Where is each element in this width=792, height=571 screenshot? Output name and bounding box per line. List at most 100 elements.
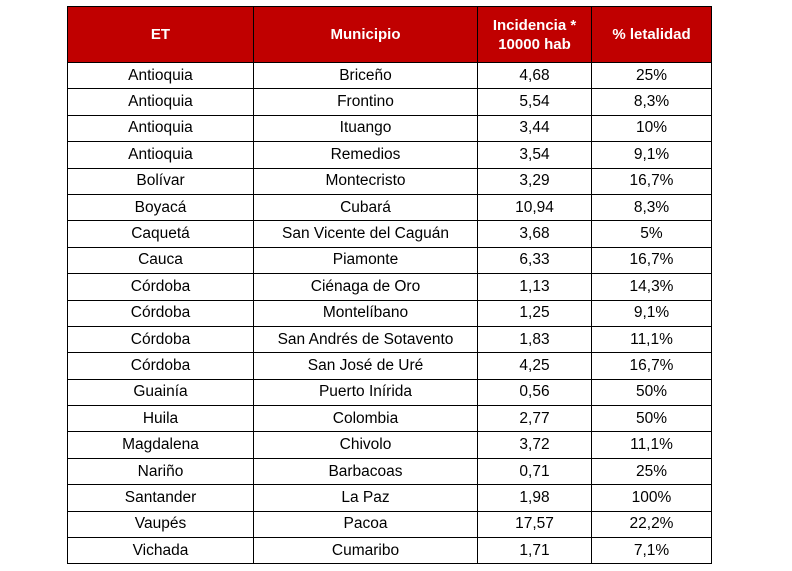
data-table: ET Municipio Incidencia * 10000 hab % le… bbox=[67, 6, 712, 565]
cell-municipio: Barbacoas bbox=[253, 457, 478, 486]
table-row: Antioquia Frontino 5,54 8,3% bbox=[67, 88, 712, 116]
cell-letalidad: 8,3% bbox=[591, 88, 712, 116]
cell-et: Córdoba bbox=[67, 273, 254, 301]
cell-municipio: Montecristo bbox=[253, 167, 478, 195]
cell-municipio: Ciénaga de Oro bbox=[253, 273, 478, 301]
table-row: Córdoba Ciénaga de Oro 1,13 14,3% bbox=[67, 273, 712, 301]
cell-et: Nariño bbox=[67, 457, 254, 486]
table-row: Magdalena Chivolo 3,72 11,1% bbox=[67, 431, 712, 459]
cell-incidencia: 3,44 bbox=[477, 114, 592, 143]
cell-municipio: Frontino bbox=[253, 88, 478, 116]
cell-et: Guainía bbox=[67, 378, 254, 407]
cell-incidencia: 1,71 bbox=[477, 537, 592, 565]
header-letalidad: % letalidad bbox=[591, 6, 712, 63]
cell-municipio: Montelíbano bbox=[253, 299, 478, 327]
cell-et: Córdoba bbox=[67, 299, 254, 327]
cell-letalidad: 7,1% bbox=[591, 537, 712, 565]
table-row: Boyacá Cubará 10,94 8,3% bbox=[67, 193, 712, 222]
cell-letalidad: 16,7% bbox=[591, 246, 712, 275]
cell-et: Bolívar bbox=[67, 167, 254, 195]
cell-et: Vaupés bbox=[67, 510, 254, 539]
cell-municipio: Pacoa bbox=[253, 510, 478, 539]
cell-et: Cauca bbox=[67, 246, 254, 275]
cell-letalidad: 50% bbox=[591, 378, 712, 407]
cell-incidencia: 10,94 bbox=[477, 193, 592, 222]
table-row: Córdoba San Andrés de Sotavento 1,83 11,1% bbox=[67, 325, 712, 354]
cell-municipio: Cumaribo bbox=[253, 537, 478, 565]
cell-incidencia: 1,98 bbox=[477, 484, 592, 512]
cell-et: Córdoba bbox=[67, 352, 254, 380]
cell-letalidad: 9,1% bbox=[591, 141, 712, 169]
cell-incidencia: 0,71 bbox=[477, 457, 592, 486]
cell-et: Magdalena bbox=[67, 431, 254, 459]
cell-municipio: La Paz bbox=[253, 484, 478, 512]
cell-municipio: Puerto Inírida bbox=[253, 378, 478, 407]
table-row: Vaupés Pacoa 17,57 22,2% bbox=[67, 510, 712, 539]
cell-municipio: San José de Uré bbox=[253, 352, 478, 380]
cell-municipio: Piamonte bbox=[253, 246, 478, 275]
table-row: Cauca Piamonte 6,33 16,7% bbox=[67, 246, 712, 275]
header-incidencia: Incidencia * 10000 hab bbox=[477, 6, 592, 63]
table-row: Antioquia Briceño 4,68 25% bbox=[67, 61, 712, 90]
table-header: ET Municipio Incidencia * 10000 hab % le… bbox=[67, 6, 712, 63]
cell-incidencia: 4,68 bbox=[477, 61, 592, 90]
cell-et: Antioquia bbox=[67, 88, 254, 116]
table-row: Córdoba Montelíbano 1,25 9,1% bbox=[67, 299, 712, 327]
table-row: Bolívar Montecristo 3,29 16,7% bbox=[67, 167, 712, 195]
cell-incidencia: 3,68 bbox=[477, 220, 592, 248]
cell-letalidad: 10% bbox=[591, 114, 712, 143]
header-municipio: Municipio bbox=[253, 6, 478, 63]
cell-et: Caquetá bbox=[67, 220, 254, 248]
cell-letalidad: 25% bbox=[591, 457, 712, 486]
cell-incidencia: 0,56 bbox=[477, 378, 592, 407]
cell-incidencia: 5,54 bbox=[477, 88, 592, 116]
cell-incidencia: 1,25 bbox=[477, 299, 592, 327]
table-body: Antioquia Briceño 4,68 25% Antioquia Frontino… bbox=[67, 61, 712, 565]
cell-et: Antioquia bbox=[67, 114, 254, 143]
cell-incidencia: 3,72 bbox=[477, 431, 592, 459]
cell-letalidad: 16,7% bbox=[591, 167, 712, 195]
table-row: Córdoba San José de Uré 4,25 16,7% bbox=[67, 352, 712, 380]
header-incidencia-line2: 10000 hab bbox=[498, 35, 571, 53]
cell-municipio: Chivolo bbox=[253, 431, 478, 459]
cell-letalidad: 22,2% bbox=[591, 510, 712, 539]
cell-municipio: Briceño bbox=[253, 61, 478, 90]
cell-letalidad: 9,1% bbox=[591, 299, 712, 327]
table-row: Santander La Paz 1,98 100% bbox=[67, 484, 712, 512]
cell-letalidad: 8,3% bbox=[591, 193, 712, 222]
cell-et: Boyacá bbox=[67, 193, 254, 222]
table-row: Huila Colombia 2,77 50% bbox=[67, 405, 712, 433]
cell-letalidad: 11,1% bbox=[591, 431, 712, 459]
table-row: Antioquia Remedios 3,54 9,1% bbox=[67, 141, 712, 169]
cell-et: Antioquia bbox=[67, 61, 254, 90]
table-row: Guainía Puerto Inírida 0,56 50% bbox=[67, 378, 712, 407]
cell-et: Vichada bbox=[67, 537, 254, 565]
cell-incidencia: 4,25 bbox=[477, 352, 592, 380]
cell-letalidad: 14,3% bbox=[591, 273, 712, 301]
cell-municipio: Ituango bbox=[253, 114, 478, 143]
cell-et: Santander bbox=[67, 484, 254, 512]
table-row: Caquetá San Vicente del Caguán 3,68 5% bbox=[67, 220, 712, 248]
header-incidencia-line1: Incidencia * bbox=[492, 16, 577, 34]
cell-incidencia: 3,29 bbox=[477, 167, 592, 195]
cell-municipio: Colombia bbox=[253, 405, 478, 433]
cell-municipio: San Andrés de Sotavento bbox=[253, 325, 478, 354]
cell-letalidad: 11,1% bbox=[591, 325, 712, 354]
cell-municipio: Remedios bbox=[253, 141, 478, 169]
cell-municipio: Cubará bbox=[253, 193, 478, 222]
header-et: ET bbox=[67, 6, 254, 63]
table-row: Antioquia Ituango 3,44 10% bbox=[67, 114, 712, 143]
cell-letalidad: 16,7% bbox=[591, 352, 712, 380]
cell-letalidad: 100% bbox=[591, 484, 712, 512]
cell-letalidad: 5% bbox=[591, 220, 712, 248]
table-row: Vichada Cumaribo 1,71 7,1% bbox=[67, 537, 712, 565]
cell-incidencia: 1,13 bbox=[477, 273, 592, 301]
cell-incidencia: 3,54 bbox=[477, 141, 592, 169]
cell-et: Antioquia bbox=[67, 141, 254, 169]
cell-municipio: San Vicente del Caguán bbox=[253, 220, 478, 248]
cell-incidencia: 6,33 bbox=[477, 246, 592, 275]
cell-incidencia: 2,77 bbox=[477, 405, 592, 433]
header-row: ET Municipio Incidencia * 10000 hab % le… bbox=[67, 6, 712, 63]
cell-et: Córdoba bbox=[67, 325, 254, 354]
cell-incidencia: 1,83 bbox=[477, 325, 592, 354]
